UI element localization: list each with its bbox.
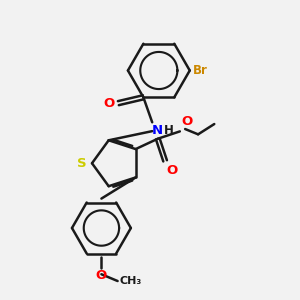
Text: Br: Br <box>193 64 208 77</box>
Text: S: S <box>77 157 87 170</box>
Text: O: O <box>96 269 107 282</box>
Text: CH₃: CH₃ <box>119 276 141 286</box>
Text: H: H <box>164 124 173 137</box>
Text: O: O <box>181 116 193 128</box>
Text: O: O <box>103 97 115 110</box>
Text: O: O <box>167 164 178 177</box>
Text: N: N <box>152 124 163 137</box>
